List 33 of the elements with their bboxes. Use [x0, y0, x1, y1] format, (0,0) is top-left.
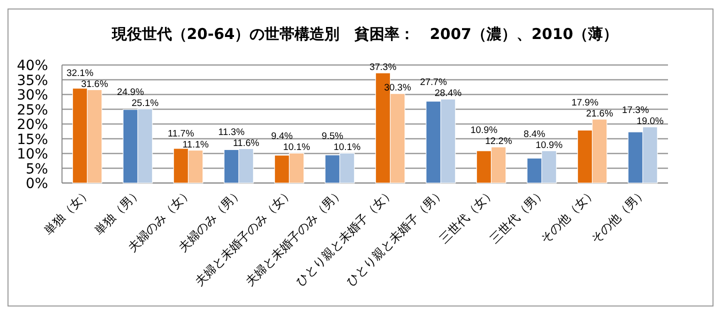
y-tick-label: 5% — [26, 161, 48, 178]
y-tick-label: 20% — [16, 117, 48, 133]
data-label: 11.6% — [232, 138, 260, 149]
data-label: 31.6% — [81, 78, 109, 90]
data-label: 37.3% — [369, 62, 397, 73]
data-label: 28.4% — [434, 88, 462, 100]
y-tick-label: 15% — [16, 132, 48, 148]
data-label: 8.4% — [524, 128, 546, 140]
y-tick-label: 35% — [16, 72, 48, 89]
data-label: 32.1% — [66, 68, 94, 79]
data-label: 11.1% — [182, 139, 210, 150]
data-label: 10.9% — [536, 140, 564, 151]
data-label: 27.7% — [420, 77, 448, 88]
data-label: 12.2% — [485, 136, 513, 148]
data-label: 17.9% — [571, 97, 599, 108]
data-label: 9.5% — [322, 131, 344, 142]
data-label: 9.4% — [271, 131, 294, 142]
data-label: 10.9% — [470, 125, 498, 136]
data-label: 19.0% — [636, 116, 664, 127]
data-label: 11.3% — [218, 126, 246, 138]
y-tick-label: 0% — [26, 176, 48, 192]
data-label: 10.1% — [283, 142, 311, 154]
y-tick-label: 25% — [16, 102, 48, 118]
data-label: 10.1% — [334, 142, 362, 154]
data-label: 21.6% — [586, 108, 614, 120]
chart-title: 現役世代（20-64）の世帯構造別 貧困率： 2007（濃）、2010（薄） — [110, 25, 618, 43]
y-tick-label: 40% — [16, 58, 48, 74]
data-label: 25.1% — [132, 98, 160, 109]
y-tick-label: 30% — [16, 88, 48, 104]
data-label: 11.7% — [168, 128, 195, 140]
y-tick-label: 10% — [16, 146, 48, 162]
data-label: 17.3% — [622, 104, 650, 116]
data-label: 24.9% — [116, 86, 144, 98]
